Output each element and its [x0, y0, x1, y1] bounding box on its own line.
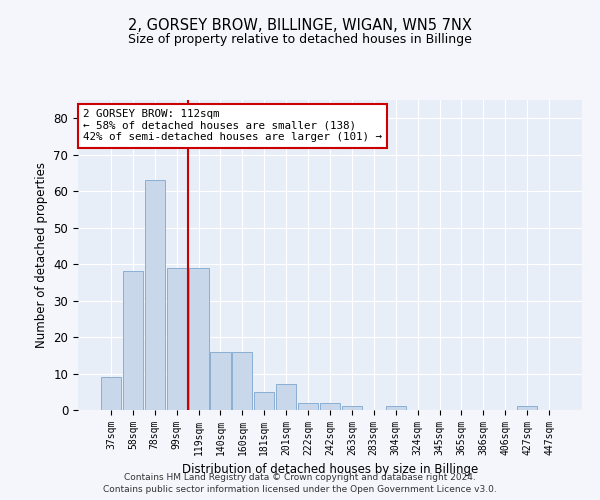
Bar	[167, 268, 187, 410]
Bar	[320, 402, 340, 410]
Bar	[188, 268, 209, 410]
Bar	[101, 377, 121, 410]
Bar	[232, 352, 253, 410]
Text: Size of property relative to detached houses in Billinge: Size of property relative to detached ho…	[128, 32, 472, 46]
Text: 2, GORSEY BROW, BILLINGE, WIGAN, WN5 7NX: 2, GORSEY BROW, BILLINGE, WIGAN, WN5 7NX	[128, 18, 472, 32]
Bar	[211, 352, 230, 410]
Bar	[342, 406, 362, 410]
Bar	[386, 406, 406, 410]
Y-axis label: Number of detached properties: Number of detached properties	[35, 162, 48, 348]
X-axis label: Distribution of detached houses by size in Billinge: Distribution of detached houses by size …	[182, 464, 478, 476]
Bar	[145, 180, 165, 410]
Bar	[298, 402, 318, 410]
Bar	[254, 392, 274, 410]
Text: Contains public sector information licensed under the Open Government Licence v3: Contains public sector information licen…	[103, 485, 497, 494]
Bar	[123, 272, 143, 410]
Text: Contains HM Land Registry data © Crown copyright and database right 2024.: Contains HM Land Registry data © Crown c…	[124, 472, 476, 482]
Bar	[517, 406, 537, 410]
Bar	[276, 384, 296, 410]
Text: 2 GORSEY BROW: 112sqm
← 58% of detached houses are smaller (138)
42% of semi-det: 2 GORSEY BROW: 112sqm ← 58% of detached …	[83, 110, 382, 142]
